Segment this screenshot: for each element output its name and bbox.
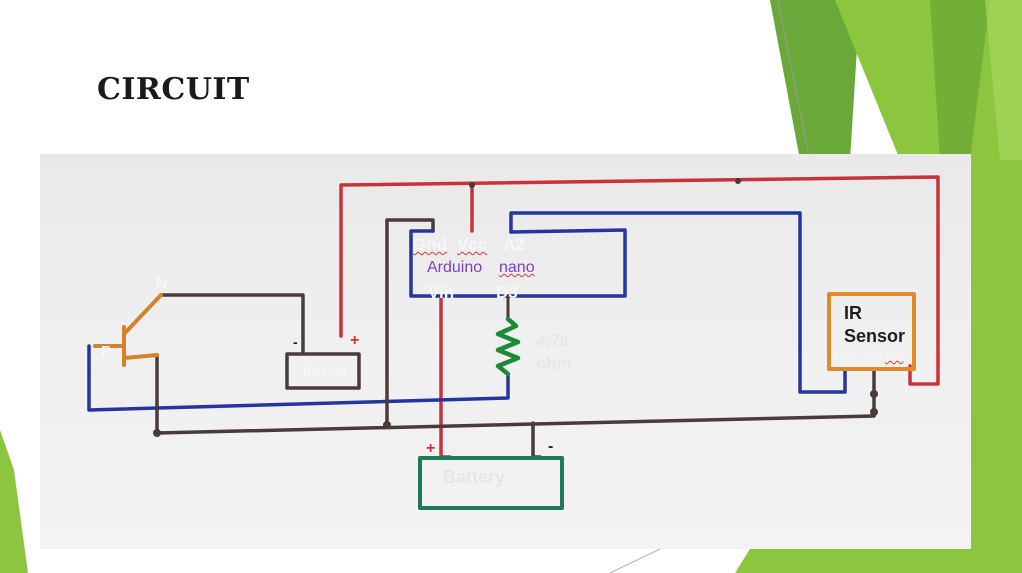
- wire-dark-battery-gnd: [531, 421, 542, 459]
- slide-title: CIRCUIT: [97, 72, 250, 107]
- theme-green-right-strip: [971, 160, 1022, 573]
- transistor-lead-p: [122, 353, 159, 360]
- theme-green-band-4: [985, 0, 1022, 160]
- wire-red-top-loop: [339, 175, 940, 386]
- arduino-pin-gnd: Gnd: [413, 235, 447, 254]
- junction-dot: [469, 182, 475, 188]
- theme-thin-line: [777, 0, 811, 161]
- junction-dot: [383, 421, 391, 429]
- theme-green-band-3: [930, 0, 990, 160]
- wire-blue-arduino-sensor: [509, 211, 847, 394]
- arduino-pin-a2: A2: [503, 235, 525, 254]
- arduino-pin-vcc: Vcc: [457, 235, 488, 254]
- ir-sensor-name-line2: Sensor: [844, 326, 906, 346]
- buzzer-label: buzzer: [303, 362, 348, 378]
- circuit-photo: N P Gnd Vcc A2 Arduino nano Vin D3 4.7k …: [40, 154, 971, 549]
- wire-dark-gnd: [385, 218, 435, 427]
- theme-thin-line-bottom: [609, 548, 661, 573]
- wire-dark-ground-rail: [155, 353, 876, 435]
- junction-dot: [870, 408, 878, 416]
- transistor-label-n: N: [156, 275, 167, 292]
- arduino-name-word1: Arduino: [427, 259, 483, 276]
- wire-dark-n-buzzer: [159, 293, 305, 354]
- buzzer-minus: -: [293, 334, 298, 350]
- battery-label: Battery: [443, 467, 506, 487]
- arduino-board-outline: [409, 228, 627, 298]
- circuit-diagram: [87, 175, 940, 510]
- theme-green-bottom: [735, 549, 1022, 573]
- wire-red-vin-battery: [439, 297, 452, 459]
- battery-plus: +: [426, 440, 436, 457]
- theme-green-band-1: [770, 0, 860, 160]
- junction-dot: [735, 178, 741, 184]
- battery-box: [418, 456, 564, 510]
- arduino-pin-d3: D3: [496, 283, 518, 302]
- ir-sensor-box: [827, 292, 916, 371]
- buzzer-plus: +: [350, 332, 360, 349]
- ir-sensor-pin-vcc: Vcc: [885, 350, 904, 362]
- transistor-lead-n: [122, 293, 163, 336]
- resistor-zigzag: [495, 316, 521, 377]
- theme-green-left-sliver: [0, 430, 28, 573]
- junction-dot: [870, 390, 878, 398]
- buzzer-box: [285, 352, 361, 390]
- wire-blue-bottom: [87, 344, 510, 412]
- ir-sensor-pin-gnd: GND: [858, 350, 883, 362]
- arduino-name-word2: nano: [499, 259, 535, 276]
- battery-minus: -: [548, 438, 554, 455]
- resistor-value-line2: ohm: [536, 354, 572, 373]
- ir-sensor-pin-out: Out: [834, 350, 852, 362]
- junction-dot: [153, 429, 161, 437]
- resistor-value-line1: 4.7k: [536, 331, 570, 350]
- transistor-label-p: P: [101, 343, 112, 360]
- arduino-pin-vin: Vin: [428, 283, 455, 302]
- ir-sensor-name-line1: IR: [844, 303, 862, 323]
